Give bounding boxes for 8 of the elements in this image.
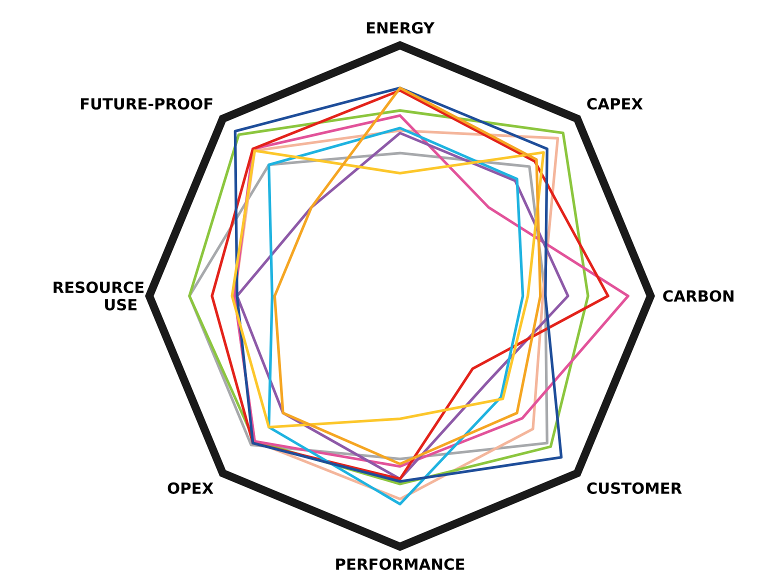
- spoke-label: FUTURE-PROOF: [80, 98, 212, 110]
- spoke-label: CAPEX: [587, 98, 643, 110]
- spoke-label: CUSTOMER: [587, 482, 682, 494]
- spoke-label: OPEX: [168, 482, 214, 494]
- spoke-label: ENERGY: [366, 22, 435, 34]
- spoke-label: PERFORMANCE: [336, 558, 464, 570]
- spoke-label: CARBON: [663, 290, 734, 302]
- spoke-label: RESOURCE USE: [54, 282, 144, 310]
